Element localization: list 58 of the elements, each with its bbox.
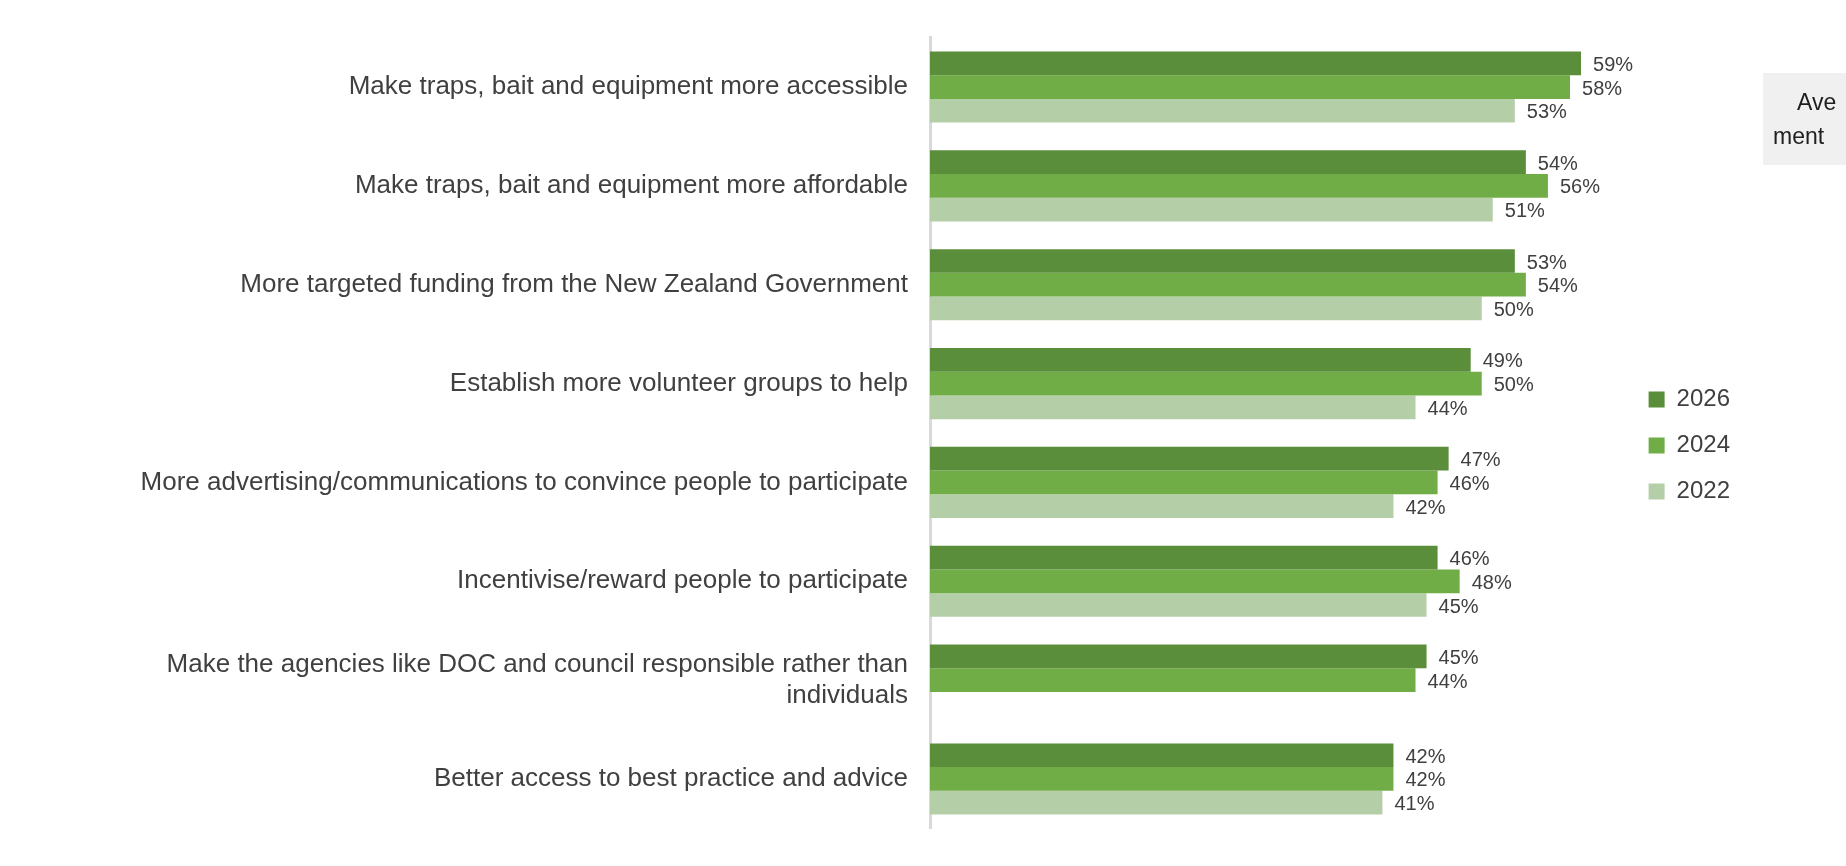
bar bbox=[930, 347, 1471, 372]
legend-label: 2024 bbox=[1676, 430, 1730, 458]
data-label: 42% bbox=[1405, 495, 1446, 518]
y-tick-label: More targeted funding from the New Zealand Government bbox=[240, 267, 909, 298]
bar bbox=[930, 174, 1548, 198]
data-label: 53% bbox=[1526, 100, 1568, 123]
y-tick-label: More advertising/communications to convince people to participate bbox=[140, 465, 908, 496]
data-label: 50% bbox=[1493, 373, 1534, 396]
data-label: 46% bbox=[1449, 547, 1490, 570]
y-tick-label: Make traps, bait and equipment more accessible bbox=[348, 70, 908, 101]
data-label: 46% bbox=[1449, 471, 1490, 494]
data-label: 42% bbox=[1405, 744, 1446, 767]
data-label: 42% bbox=[1405, 768, 1446, 791]
bar bbox=[930, 197, 1493, 222]
legend-label: 2026 bbox=[1676, 384, 1730, 412]
data-label: 50% bbox=[1493, 297, 1534, 320]
bar bbox=[930, 51, 1582, 76]
y-tick-label: Make traps, bait and equipment more affordable bbox=[354, 169, 908, 200]
bar bbox=[930, 767, 1394, 791]
bar bbox=[930, 446, 1449, 471]
y-tick-label: Make the agencies like DOC and council responsible rather than individuals bbox=[166, 647, 908, 709]
bar bbox=[930, 743, 1394, 768]
bar bbox=[930, 569, 1460, 594]
bar bbox=[930, 75, 1570, 99]
data-label: 53% bbox=[1526, 250, 1568, 273]
data-label: 45% bbox=[1438, 594, 1479, 617]
bar bbox=[930, 790, 1383, 815]
bar bbox=[930, 296, 1482, 321]
data-label: 59% bbox=[1593, 52, 1634, 75]
data-label: 54% bbox=[1537, 151, 1579, 174]
bar bbox=[930, 494, 1394, 519]
data-label: 51% bbox=[1504, 199, 1546, 222]
data-label: 49% bbox=[1482, 349, 1523, 372]
data-label: 54% bbox=[1537, 274, 1579, 297]
y-tick-label: Better access to best practice and advice bbox=[433, 762, 908, 793]
data-label: 47% bbox=[1460, 448, 1501, 471]
y-tick-label: Establish more volunteer groups to help bbox=[449, 366, 908, 397]
data-label: 41% bbox=[1394, 792, 1435, 815]
bar bbox=[930, 470, 1438, 495]
bar bbox=[930, 98, 1515, 123]
bar bbox=[930, 150, 1526, 175]
data-label: 44% bbox=[1427, 669, 1468, 692]
bar bbox=[930, 644, 1427, 669]
data-label: 56% bbox=[1559, 175, 1601, 198]
y-tick-label: Incentivise/reward people to participate bbox=[457, 564, 908, 595]
text-box: Ave ment bbox=[1763, 73, 1846, 165]
bar bbox=[930, 249, 1515, 273]
bar bbox=[930, 668, 1416, 692]
data-label: 48% bbox=[1471, 570, 1512, 593]
bar bbox=[930, 371, 1482, 396]
bar bbox=[930, 545, 1438, 570]
bar bbox=[930, 395, 1416, 420]
bar bbox=[930, 272, 1526, 297]
legend-label: 2022 bbox=[1676, 476, 1730, 504]
bar bbox=[930, 593, 1427, 617]
data-label: 45% bbox=[1438, 645, 1479, 668]
data-label: 58% bbox=[1582, 76, 1623, 99]
data-label: 44% bbox=[1427, 396, 1468, 419]
